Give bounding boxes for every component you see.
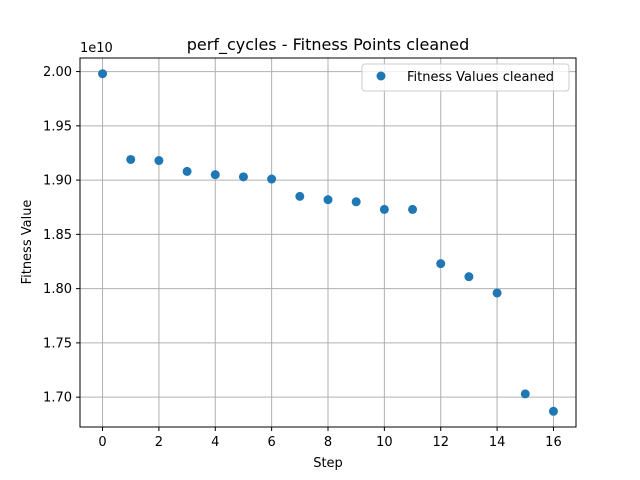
data-point xyxy=(351,197,361,207)
y-offset-label: 1e10 xyxy=(80,41,113,56)
y-axis-label: Fitness Value xyxy=(20,200,35,285)
x-tick-label: 4 xyxy=(211,435,219,450)
x-tick-label: 6 xyxy=(267,435,275,450)
data-point xyxy=(98,69,108,79)
data-point xyxy=(408,204,418,214)
points-layer xyxy=(98,69,558,416)
y-tick-label: 1.80 xyxy=(43,282,72,297)
data-point xyxy=(436,259,446,269)
legend: Fitness Values cleaned xyxy=(361,63,570,92)
x-tick-label: 14 xyxy=(489,435,506,450)
x-tick-label: 2 xyxy=(155,435,163,450)
data-point xyxy=(126,154,136,164)
data-point xyxy=(323,195,333,205)
data-point xyxy=(548,406,558,416)
x-tick-label: 8 xyxy=(324,435,332,450)
y-tick-label: 2.00 xyxy=(43,65,72,80)
legend-label: Fitness Values cleaned xyxy=(407,70,554,85)
y-tick-label: 1.85 xyxy=(43,228,72,243)
ticks-layer: 0 2 4 6 8 10 12 14 16 1.70 1.75 1.80 1.85 1.90 1.95 2.0… xyxy=(43,65,562,450)
x-tick-label: 12 xyxy=(432,435,449,450)
y-tick-label: 1.70 xyxy=(43,391,72,406)
chart-title: perf_cycles - Fitness Points cleaned xyxy=(187,35,470,55)
x-tick-label: 10 xyxy=(376,435,393,450)
legend-box xyxy=(361,63,570,92)
data-point xyxy=(238,172,248,182)
data-point xyxy=(492,288,502,298)
data-point xyxy=(464,272,474,282)
data-point xyxy=(210,170,220,180)
x-tick-label: 16 xyxy=(545,435,562,450)
data-point xyxy=(520,389,530,399)
data-point xyxy=(295,191,305,201)
data-point xyxy=(267,174,277,184)
data-point xyxy=(154,156,164,166)
y-tick-label: 1.95 xyxy=(43,119,72,134)
y-tick-label: 1.90 xyxy=(43,174,72,189)
data-point xyxy=(182,166,192,176)
data-point xyxy=(379,204,389,214)
legend-marker xyxy=(376,71,386,81)
grid-layer xyxy=(80,58,576,427)
x-axis-label: Step xyxy=(313,456,343,471)
y-tick-label: 1.75 xyxy=(43,336,72,351)
x-tick-label: 0 xyxy=(98,435,106,450)
